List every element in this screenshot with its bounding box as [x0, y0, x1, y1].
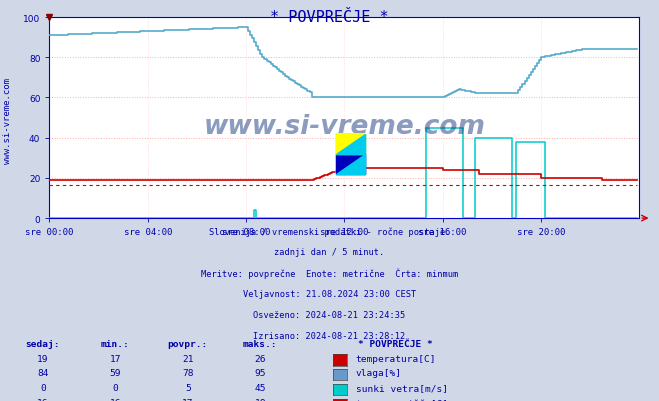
Text: 16: 16 [37, 398, 49, 401]
Text: sedaj:: sedaj: [26, 339, 60, 348]
Text: povpr.:: povpr.: [167, 339, 208, 348]
Text: temperatura[C]: temperatura[C] [356, 354, 436, 363]
Text: 45: 45 [254, 383, 266, 392]
Polygon shape [336, 154, 365, 174]
Text: 16: 16 [109, 398, 121, 401]
Text: 26: 26 [254, 354, 266, 363]
Text: 21: 21 [182, 354, 194, 363]
Text: Izrisano: 2024-08-21 23:28:12: Izrisano: 2024-08-21 23:28:12 [253, 331, 406, 340]
Text: min.:: min.: [101, 339, 130, 348]
Text: sunki vetra[m/s]: sunki vetra[m/s] [356, 383, 448, 392]
Text: 17: 17 [109, 354, 121, 363]
Text: Slovenija / vremenski podatki - ročne postaje.: Slovenija / vremenski podatki - ročne po… [209, 227, 450, 236]
Polygon shape [336, 134, 365, 154]
Text: 5: 5 [185, 383, 190, 392]
Text: Veljavnost: 21.08.2024 23:00 CEST: Veljavnost: 21.08.2024 23:00 CEST [243, 289, 416, 298]
Text: Meritve: povprečne  Enote: metrične  Črta: minmum: Meritve: povprečne Enote: metrične Črta:… [201, 268, 458, 279]
Text: 18: 18 [254, 398, 266, 401]
Text: * POVPREČJE *: * POVPREČJE * [270, 10, 389, 25]
Text: 0: 0 [40, 383, 45, 392]
Text: 0: 0 [113, 383, 118, 392]
Text: vlaga[%]: vlaga[%] [356, 369, 402, 377]
Text: 59: 59 [109, 369, 121, 377]
Text: 78: 78 [182, 369, 194, 377]
Text: maks.:: maks.: [243, 339, 277, 348]
Bar [336, 154, 365, 174]
Polygon shape [336, 134, 365, 174]
Text: 95: 95 [254, 369, 266, 377]
Text: * POVPREČJE *: * POVPREČJE * [358, 339, 433, 348]
Text: Osveženo: 2024-08-21 23:24:35: Osveženo: 2024-08-21 23:24:35 [253, 310, 406, 319]
Polygon shape [336, 134, 365, 174]
Text: zadnji dan / 5 minut.: zadnji dan / 5 minut. [274, 247, 385, 256]
Text: 19: 19 [37, 354, 49, 363]
Bar [336, 134, 365, 154]
Text: www.si-vreme.com: www.si-vreme.com [204, 113, 485, 139]
Text: 84: 84 [37, 369, 49, 377]
Text: temp. rosišča[C]: temp. rosišča[C] [356, 398, 448, 401]
Text: 17: 17 [182, 398, 194, 401]
Text: www.si-vreme.com: www.si-vreme.com [3, 77, 13, 163]
